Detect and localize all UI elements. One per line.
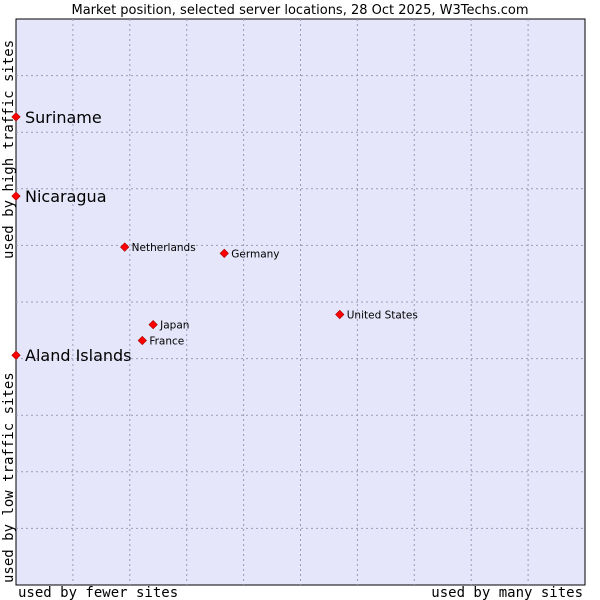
x-axis-label-right: used by many sites [431, 585, 583, 600]
grid [16, 19, 585, 585]
point-japan [148, 320, 158, 330]
point-aland-islands [11, 350, 21, 360]
point-france [137, 335, 147, 346]
point-label-aland-islands: Aland Islands [25, 346, 132, 365]
point-label-netherlands: Netherlands [132, 242, 196, 254]
point-germany [219, 248, 229, 258]
point-netherlands [120, 242, 130, 252]
point-suriname [11, 112, 21, 122]
chart-title: Market position, selected server locatio… [71, 3, 528, 18]
point-label-japan: Japan [159, 320, 189, 332]
point-united-states [335, 309, 345, 320]
point-nicaragua [11, 191, 21, 201]
point-label-suriname: Suriname [25, 108, 102, 127]
point-label-france: France [149, 335, 184, 347]
data-points: Suriname Nicaragua Netherlands Germany Unite… [11, 108, 418, 365]
y-axis-label-bottom: used by low traffic sites [1, 372, 17, 583]
point-label-united-states: United States [347, 309, 418, 321]
x-axis-label-left: used by fewer sites [18, 585, 178, 600]
point-label-nicaragua: Nicaragua [25, 187, 107, 206]
y-axis-label-top: used by high traffic sites [1, 40, 17, 259]
point-label-germany: Germany [231, 248, 279, 260]
